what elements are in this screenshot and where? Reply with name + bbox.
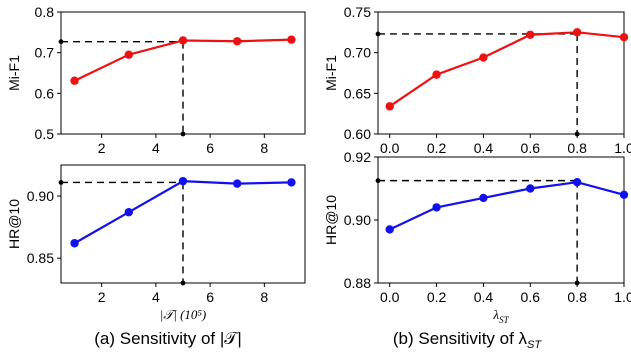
x-tick-label: 6 [206,140,214,156]
guide-dot-y [375,178,381,184]
panel-bottom-left: 0.85 0.90 2 4 6 8 HR@10 |𝒯| (10⁵) [6,164,306,322]
x-tick-label: 8 [260,289,268,305]
y-tick-label: 0.75 [344,4,371,20]
guide-dot-x [180,280,186,286]
x-tick-label: 2 [98,140,106,156]
caption-right: (b) Sensitivity of λST [393,329,542,351]
guide-dot-y [58,179,64,185]
x-tick-label: 6 [206,289,214,305]
y-axis-label: Mi-F1 [323,55,339,91]
data-point [70,76,79,85]
y-axis-label: Mi-F1 [6,55,22,91]
data-point [432,70,441,79]
caption-left: (a) Sensitivity of |𝒯| [94,329,242,348]
panel-top-left: 0.5 0.6 0.7 0.8 2 4 6 8 Mi-F1 [6,4,306,156]
data-point [385,102,394,111]
data-point [526,30,535,39]
data-point [124,50,133,59]
x-tick-label: 0.6 [521,140,541,156]
data-point [385,225,394,234]
y-axis-label: HR@10 [6,199,22,249]
y-tick-label: 0.90 [344,212,371,228]
x-tick-label: 0.8 [567,140,587,156]
guide-dot-x [574,280,580,286]
y-tick-label: 0.6 [35,85,55,101]
x-tick-label: 0.4 [474,140,494,156]
data-point [287,35,296,44]
series-line [389,181,625,231]
plot-frame [377,11,625,135]
y-tick-label: 0.65 [344,85,371,101]
x-axis-label: |𝒯| (10⁵) [160,307,207,322]
guide-dot-x [180,131,186,137]
panel-top-right: 0.60 0.65 0.70 0.75 0.0 0.2 0.4 0.6 0.8 1.0 Mi-F1 [323,4,631,156]
x-tick-label: 4 [152,140,160,156]
data-point [178,176,188,186]
guide-dot-y [58,39,64,45]
guide-dot-y [375,31,381,37]
x-axis-label: λST [492,307,509,325]
y-tick-label: 0.85 [27,250,54,266]
y-tick-label: 0.7 [35,45,55,61]
data-point [619,190,629,199]
x-tick-label: 0.4 [474,289,494,305]
panel-bottom-right: 0.88 0.90 0.92 0.0 0.2 0.4 0.6 0.8 1.0 HR@10 λST [323,149,631,325]
data-point [178,36,188,45]
y-tick-label: 0.8 [35,4,55,20]
y-tick-label: 0.70 [344,45,371,61]
y-tick-label: 0.5 [35,126,55,142]
x-tick-label: 0.2 [427,140,447,156]
y-axis-label: HR@10 [323,195,339,245]
chart-panels: 0.5 0.6 0.7 0.8 2 4 6 8 Mi-F1 0.60 0.65 0.70 0.75 0.0… [6,4,631,325]
x-tick-label: 0.8 [567,289,587,305]
data-point [233,37,242,46]
x-tick-label: 1.0 [614,140,631,156]
data-point [287,178,296,187]
data-point [479,193,488,203]
x-tick-label: 0.6 [521,289,541,305]
y-tick-label: 0.92 [344,149,371,165]
data-point [572,28,582,37]
plot-frame [377,156,625,284]
data-point [619,33,629,42]
x-tick-label: 0.0 [380,140,400,156]
y-tick-label: 0.60 [344,126,371,142]
data-point [70,239,79,248]
y-tick-label: 0.88 [344,275,371,291]
data-point [233,179,242,188]
data-point [526,184,535,193]
x-tick-label: 0.0 [380,289,400,305]
y-tick-label: 0.90 [27,188,54,204]
data-point [124,208,133,217]
x-tick-label: 2 [98,289,106,305]
x-tick-label: 4 [152,289,160,305]
series-line [389,31,625,108]
data-point [432,203,441,212]
data-point [479,53,488,62]
data-point [572,178,582,187]
x-tick-label: 0.2 [427,289,447,305]
caption-right-subscript: ST [527,339,542,351]
x-tick-label: 8 [260,140,268,156]
x-tick-label: 1.0 [614,289,631,305]
guide-dot-x [574,131,580,137]
